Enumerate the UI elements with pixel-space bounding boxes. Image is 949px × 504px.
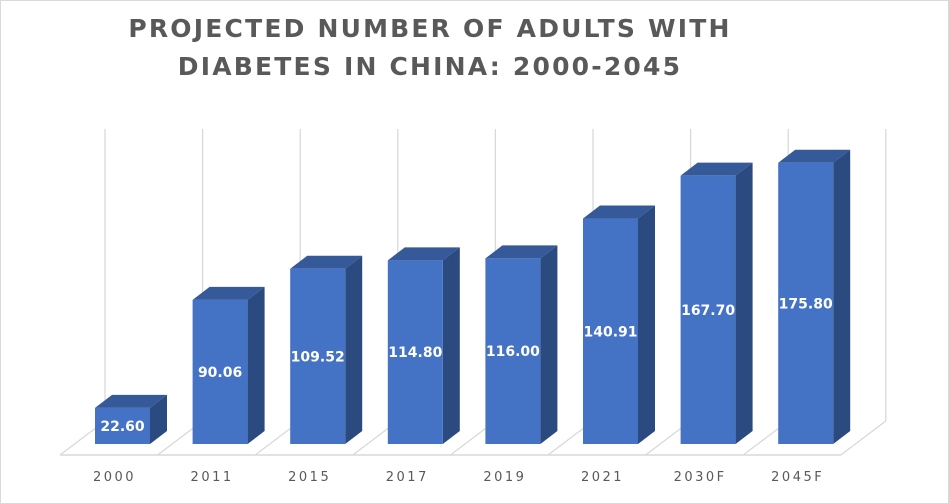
bar [680, 175, 736, 444]
x-tick-label: 2021 [581, 470, 624, 485]
bar-top [387, 247, 460, 261]
data-label: 22.60 [100, 419, 145, 435]
bar-side [638, 205, 655, 444]
bar [192, 299, 248, 444]
bar-side [833, 149, 851, 444]
chart-title-line-2: DIABETES IN CHINA: 2000-2045 [177, 52, 683, 81]
bar [290, 268, 346, 444]
bar-side [345, 255, 363, 444]
bar-top [583, 205, 655, 219]
data-label: 116.00 [486, 344, 540, 360]
data-label: 140.91 [583, 324, 637, 340]
bar-side [540, 245, 558, 444]
chart-title: PROJECTED NUMBER OF ADULTS WITH DIABETES… [60, 10, 800, 86]
bar-top [95, 394, 167, 408]
x-tick-label: 2045F [771, 470, 824, 485]
bar-side [442, 247, 460, 444]
bar-top [290, 255, 363, 269]
x-tick-label: 2011 [191, 470, 234, 485]
x-tick-label: 2015 [288, 470, 331, 485]
bar [778, 162, 834, 444]
bar-top [485, 245, 558, 259]
bar-side [247, 286, 265, 444]
x-tick-label: 2030F [674, 470, 727, 485]
bar-side [150, 394, 167, 444]
chart-title-line-1: PROJECTED NUMBER OF ADULTS WITH [128, 14, 732, 43]
bar-side [735, 162, 753, 444]
x-tick-label: 2000 [93, 470, 136, 485]
bar-top [192, 286, 265, 300]
x-tick-label: 2017 [386, 470, 429, 485]
floor-gridline [840, 420, 887, 456]
bar [485, 258, 541, 444]
bar-top [680, 162, 753, 176]
x-tick-label: 2019 [483, 470, 526, 485]
data-label: 167.70 [681, 303, 735, 319]
data-label: 175.80 [779, 296, 833, 312]
bar [95, 407, 150, 444]
bar [583, 218, 638, 444]
data-label: 109.52 [291, 349, 345, 365]
data-label: 90.06 [198, 365, 242, 381]
bar-top [778, 149, 851, 163]
data-label: 114.80 [388, 345, 442, 361]
bar [387, 260, 443, 444]
